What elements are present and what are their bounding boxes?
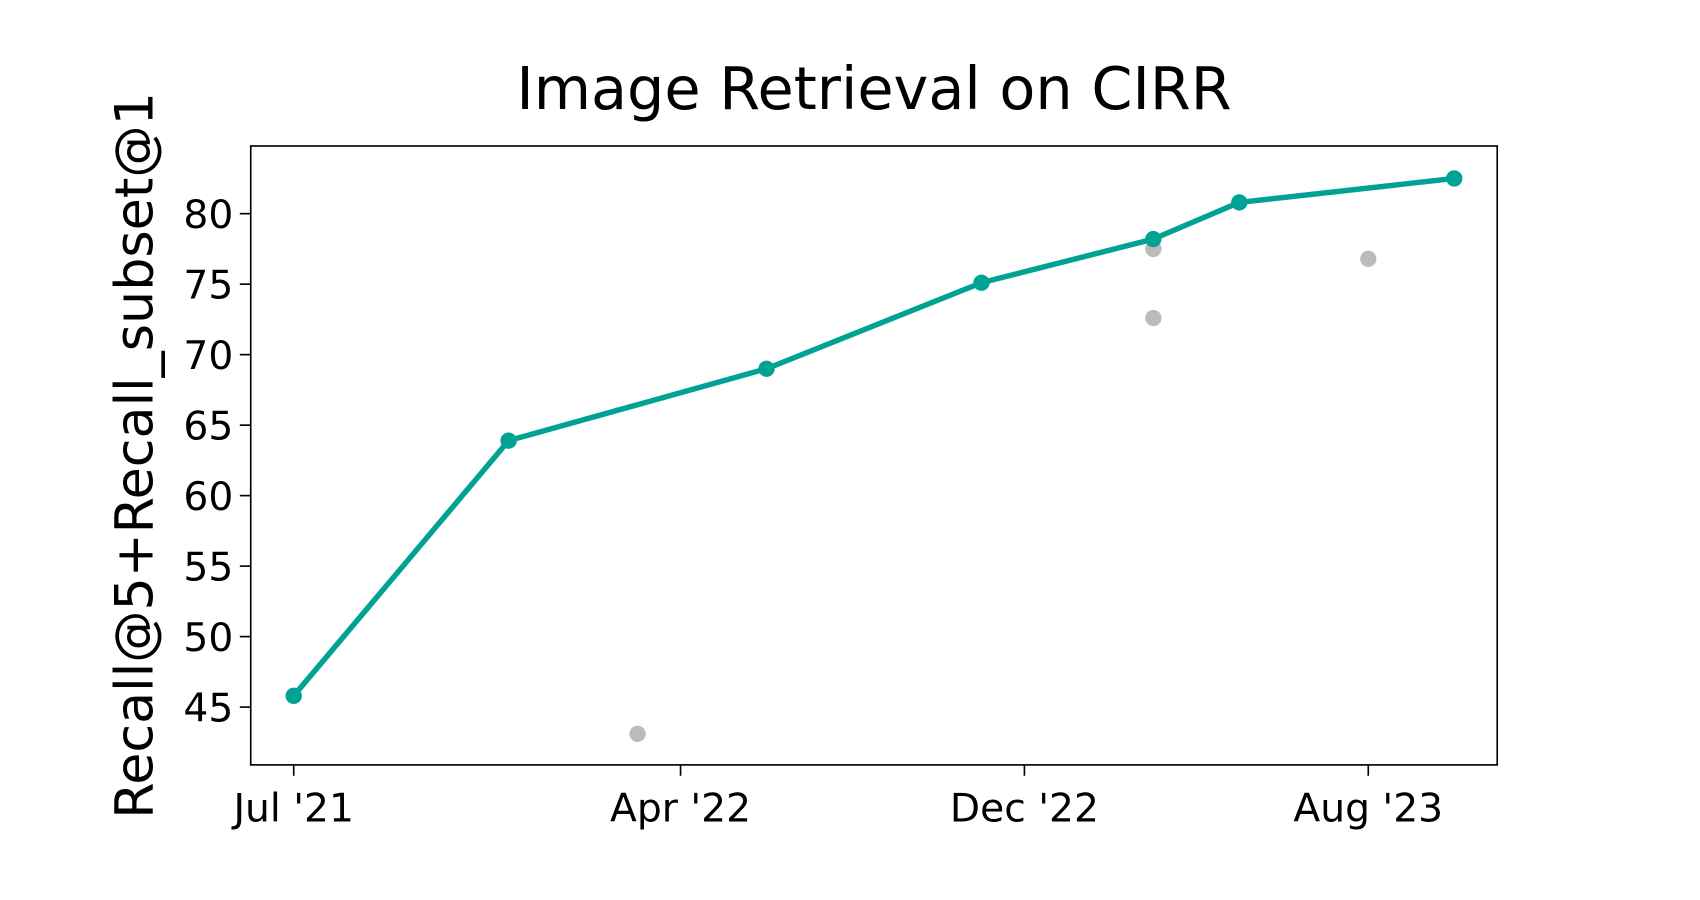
- x-tick-label: Aug '23: [1293, 787, 1443, 832]
- y-tick-label: 65: [183, 404, 233, 449]
- x-tick-label: Jul '21: [230, 787, 353, 832]
- line-marker: [973, 274, 990, 291]
- plot-frame: [249, 145, 1499, 766]
- chart-title: Image Retrieval on CIRR: [516, 54, 1231, 123]
- scatter-point: [1145, 309, 1162, 327]
- line-marker: [285, 687, 302, 704]
- y-tick-label: 70: [183, 334, 233, 379]
- y-tick-label: 60: [183, 475, 233, 520]
- line-marker: [1231, 194, 1248, 211]
- y-tick-label: 45: [183, 686, 233, 731]
- y-tick-label: 55: [183, 545, 233, 590]
- series-line: [291, 175, 1455, 698]
- x-tick-label: Apr '22: [610, 787, 751, 832]
- y-tick-label: 50: [183, 616, 233, 661]
- y-axis-label: Recall@5+Recall_subset@1: [105, 92, 166, 819]
- line-marker: [758, 360, 775, 377]
- scatter-point: [629, 725, 646, 743]
- x-tick-label: Dec '22: [950, 787, 1099, 832]
- scatter-point: [1360, 250, 1377, 267]
- y-tick-label: 80: [183, 193, 233, 238]
- line-marker: [500, 432, 517, 449]
- line-marker: [1145, 230, 1162, 248]
- y-tick-label: 75: [183, 263, 233, 308]
- line-marker: [1446, 170, 1463, 187]
